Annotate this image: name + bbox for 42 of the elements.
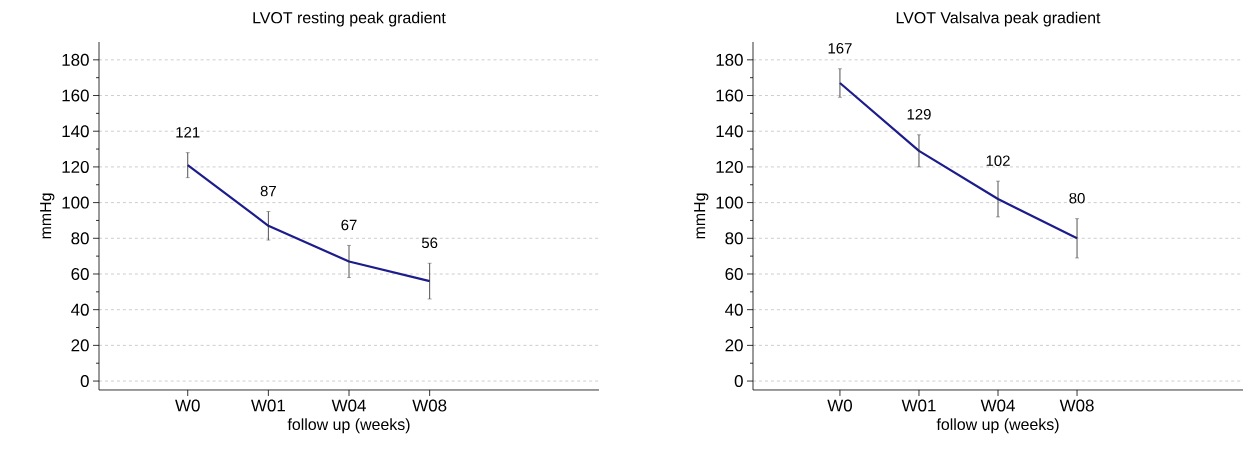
x-tick-label: W08 [412, 399, 447, 412]
y-tick-label: 40 [71, 303, 89, 316]
y-tick-label: 180 [716, 53, 743, 66]
y-tick-label: 80 [71, 232, 89, 245]
y-tick-label: 0 [734, 375, 743, 388]
x-tick-label: W0 [827, 399, 852, 412]
y-tick-label: 180 [62, 53, 89, 66]
data-label: 56 [421, 237, 438, 249]
y-tick-label: 160 [716, 89, 743, 102]
data-label: 67 [341, 219, 357, 231]
data-label: 129 [907, 109, 931, 120]
data-label: 80 [1069, 192, 1085, 204]
y-tick-label: 20 [725, 339, 743, 352]
y-tick-label: 120 [716, 160, 743, 173]
data-label: 87 [260, 185, 276, 197]
x-axis-title: follow up (weeks) [287, 418, 410, 434]
y-tick-label: 80 [725, 232, 743, 245]
data-label: 167 [828, 42, 852, 54]
y-axis-title: mmHg [694, 193, 709, 239]
y-tick-label: 140 [716, 125, 743, 138]
x-tick-label: W08 [1059, 399, 1094, 412]
y-tick-label: 0 [80, 375, 89, 388]
y-tick-label: 40 [725, 303, 743, 316]
y-tick-label: 100 [716, 196, 743, 209]
y-tick-label: 140 [62, 125, 89, 138]
x-tick-label: W04 [331, 399, 366, 412]
data-label: 102 [986, 155, 1010, 166]
y-tick-label: 160 [62, 89, 89, 102]
data-label: 121 [176, 126, 200, 138]
y-tick-label: 120 [62, 160, 89, 173]
x-axis-title: follow up (weeks) [936, 418, 1059, 434]
x-tick-label: W0 [175, 399, 200, 412]
y-tick-label: 60 [725, 267, 743, 280]
chart-title: LVOT resting peak gradient [253, 11, 446, 27]
x-tick-label: W01 [901, 399, 936, 412]
chart-title: LVOT Valsalva peak gradient [896, 11, 1101, 27]
y-tick-label: 60 [71, 267, 89, 280]
y-tick-label: 100 [62, 196, 89, 209]
x-tick-label: W01 [251, 399, 285, 412]
x-tick-label: W04 [980, 399, 1015, 412]
y-tick-label: 20 [71, 339, 89, 352]
y-axis-title: mmHg [40, 193, 55, 239]
